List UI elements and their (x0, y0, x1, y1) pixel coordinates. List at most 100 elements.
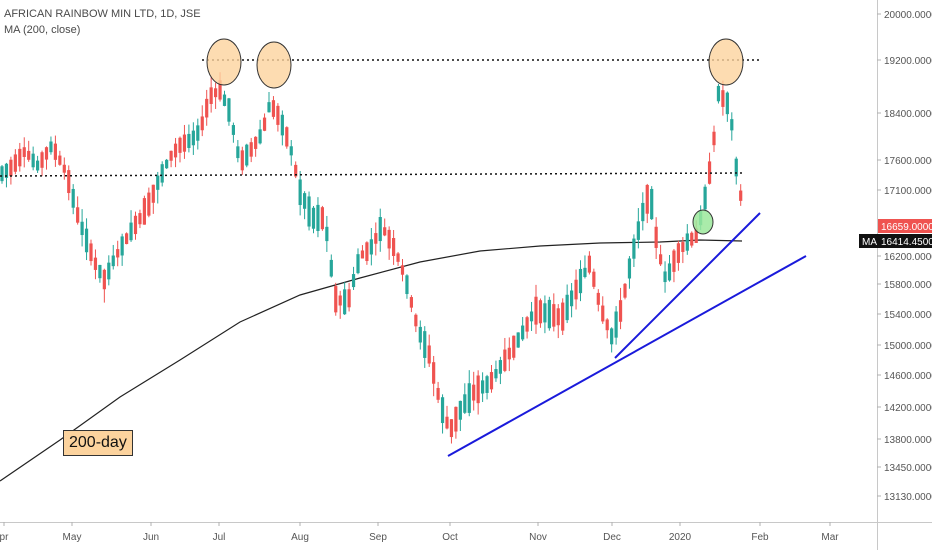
candle-body (311, 207, 316, 229)
candle-body (360, 250, 365, 259)
candle-body (570, 290, 574, 307)
candle-body (267, 102, 271, 113)
price-tick-label: 14600.0000 (884, 371, 932, 382)
candle-body (40, 152, 44, 168)
price-tick-label: 17100.0000 (884, 186, 932, 197)
candle-body (93, 257, 98, 270)
candle-body (107, 262, 111, 280)
candle-body (365, 242, 369, 262)
candle-body (525, 317, 529, 332)
ma-price-value: 16414.4500 (881, 237, 932, 248)
candle-body (147, 192, 151, 216)
candle-body (503, 349, 507, 371)
candle-body (334, 286, 338, 313)
candle-body (734, 158, 738, 177)
candle-body (685, 233, 689, 251)
candle-body (160, 164, 164, 183)
candle-body (392, 238, 396, 256)
price-tick-label: 15000.0000 (884, 341, 932, 352)
candle-body (627, 258, 632, 279)
candle-body (276, 105, 280, 125)
ma-price-tag (859, 234, 932, 248)
candle-body (142, 198, 146, 225)
candle-body (200, 116, 204, 131)
candle-body (574, 279, 578, 300)
candle-body (9, 159, 13, 177)
candle-body (654, 226, 658, 248)
candle-body (650, 188, 654, 220)
time-tick-label: Sep (369, 532, 387, 543)
candle-body (258, 129, 262, 144)
price-tick-label: 17600.0000 (884, 156, 932, 167)
candle-body (498, 360, 502, 374)
ma-line (0, 239, 743, 482)
candle-body (289, 146, 293, 156)
candle-body (80, 221, 84, 236)
top-highlight-circle (708, 38, 744, 86)
time-tick-label: Nov (529, 532, 547, 543)
candle-body (405, 275, 409, 295)
candle-body (543, 303, 547, 323)
candle-body (538, 300, 543, 324)
time-tick-label: May (63, 532, 82, 543)
candle-body (623, 283, 627, 298)
candle-body (565, 294, 569, 321)
candle-body (165, 159, 169, 169)
candle-body (529, 311, 534, 322)
candle-body (191, 130, 195, 146)
candle-body (454, 406, 458, 432)
top-highlight-circle (206, 38, 242, 86)
candle-body (36, 160, 40, 171)
symbol-title: AFRICAN RAINBOW MIN LTD, 1D, JSE (4, 8, 201, 20)
candle-body (739, 190, 743, 201)
candle-body (449, 419, 454, 438)
candle-body (387, 229, 391, 249)
candle-body (436, 387, 440, 400)
resistance-lines (0, 59, 762, 177)
candle-body (672, 250, 676, 272)
candle-body (347, 289, 351, 308)
candle-body (596, 292, 600, 305)
ma-200-line (0, 239, 743, 482)
candle-body (556, 308, 560, 326)
candle-body (218, 80, 222, 100)
candle-body (89, 243, 93, 262)
candle-body (427, 345, 431, 364)
candle-body (645, 184, 649, 214)
candle-body (445, 416, 449, 429)
candle-body (489, 372, 494, 390)
candle-body (58, 155, 62, 165)
candle-body (31, 153, 35, 168)
candle-body (636, 221, 640, 240)
candle-body (182, 134, 187, 152)
candle-body (587, 255, 591, 273)
candle-body (227, 98, 231, 122)
candle-body (138, 213, 142, 225)
time-tick-label: pr (0, 532, 9, 543)
candle-body (325, 226, 329, 242)
candle-body (13, 154, 17, 172)
ma-tag-prefix: MA (862, 237, 877, 248)
candle-body (222, 94, 227, 106)
candle-body (67, 170, 71, 194)
candle-body (173, 143, 178, 158)
candle-body (383, 227, 387, 236)
price-tick-label: 18400.0000 (884, 109, 932, 120)
candle-body (614, 311, 618, 338)
candle-body (641, 202, 645, 222)
candle-body (507, 347, 511, 360)
time-axis: pr May Jun Jul Aug Sep Oct Nov Dec 2020 Feb Mar (0, 522, 839, 543)
candle-body (329, 259, 333, 277)
price-tick-label: 14200.0000 (884, 403, 932, 414)
candle-body (512, 335, 516, 358)
candle-body (187, 133, 191, 148)
candle-body (49, 141, 53, 153)
candle-body (18, 148, 22, 167)
candle-body (298, 179, 302, 206)
candle-body (396, 253, 400, 262)
candle-body (231, 125, 235, 135)
candle-body (44, 147, 49, 160)
candle-body (547, 299, 551, 329)
candle-body (681, 242, 685, 252)
